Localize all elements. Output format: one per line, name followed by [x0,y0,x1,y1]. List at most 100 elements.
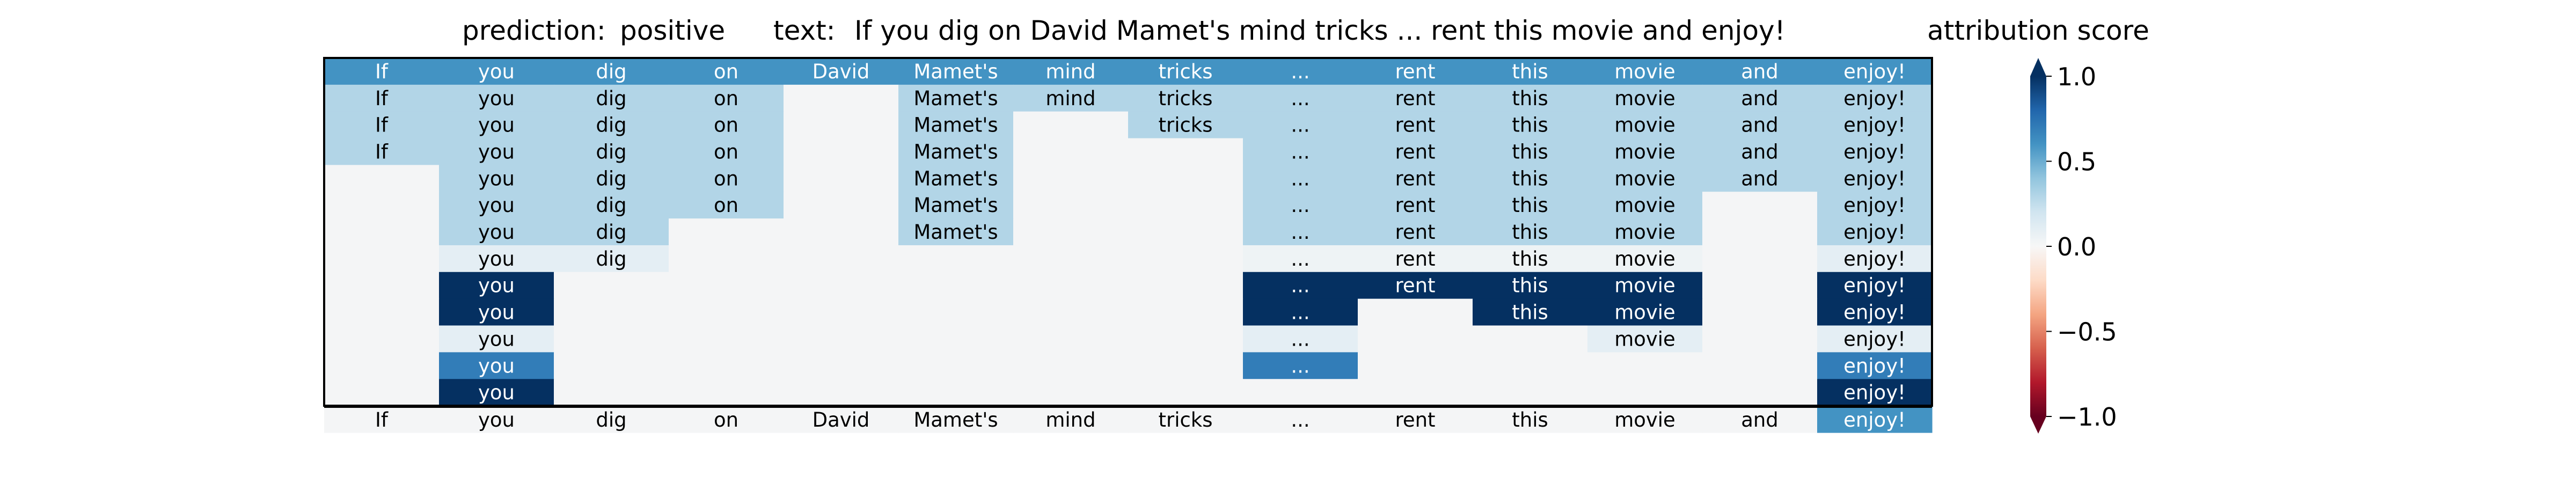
heatmap-cell [1013,352,1129,379]
heatmap-cell [669,192,784,219]
colorbar-tick-label: −0.5 [2057,318,2117,347]
colorbar-tick-label: −1.0 [2057,402,2117,431]
final-row-cell [1587,407,1703,433]
heatmap-cell [1243,192,1358,219]
heatmap-token-label: movie [1614,114,1675,137]
heatmap-cell [1473,58,1588,85]
heatmap-cell [784,218,899,246]
heatmap-cell [1013,272,1129,299]
heatmap-cell [784,192,899,219]
heatmap-token-label: this [1512,221,1548,244]
heatmap-cell [1473,84,1588,112]
heatmap-token-label: ... [1291,354,1309,377]
heatmap-cell [669,245,784,273]
heatmap-cell [1587,379,1703,406]
heatmap-cell [324,84,440,112]
heatmap-cell [439,218,554,246]
heatmap-token-label: enjoy! [1843,354,1906,377]
heatmap-token-label: this [1512,301,1548,324]
heatmap-cell [1817,84,1933,112]
heatmap-cell [554,111,669,139]
heatmap-cell [1013,325,1129,353]
heatmap-cell [1473,192,1588,219]
final-row-token-label: ... [1291,408,1309,431]
heatmap-token-label: ... [1291,87,1309,110]
prediction-label: prediction: [462,15,606,46]
heatmap-token-label: dig [596,114,626,137]
heatmap-cell [1013,192,1129,219]
heatmap-cell [1473,298,1588,326]
heatmap-cell [1243,245,1358,273]
heatmap-cell [1013,165,1129,192]
heatmap-cell [1702,245,1818,273]
heatmap-cell [554,245,669,273]
heatmap-token-label: rent [1395,221,1435,244]
final-row-token-label: rent [1395,408,1435,431]
heatmap-cell [1587,58,1703,85]
heatmap-token-label: dig [596,194,626,217]
heatmap-cell [784,379,899,406]
heatmap-cell [1473,138,1588,165]
heatmap-cell [1243,325,1358,353]
heatmap-token-label: movie [1614,247,1675,270]
heatmap-cell [1013,84,1129,112]
heatmap-cell [784,352,899,379]
final-row-cell [898,407,1014,433]
heatmap-token-label: you [478,87,515,110]
heatmap-token-label: ... [1291,274,1309,297]
final-row-cell [1128,407,1243,433]
final-row-cell [439,407,554,433]
heatmap-cell [898,325,1014,353]
heatmap-cell [439,192,554,219]
heatmap-token-label: you [478,274,515,297]
heatmap-cell [1587,218,1703,246]
final-row-token-label: Mamet's [913,408,998,431]
heatmap-token-label: on [714,87,738,110]
heatmap-cell [898,58,1014,85]
heatmap-cell [1473,218,1588,246]
heatmap-cell [1358,325,1473,353]
heatmap-cell [439,298,554,326]
heatmap-cell [898,272,1014,299]
heatmap-cell [898,218,1014,246]
heatmap-cell [1013,298,1129,326]
heatmap-cell [439,245,554,273]
colorbar-tick-label: 1.0 [2057,62,2096,91]
final-attribution-row: If you dig on David Mamet's mind tricks... rent t… [324,407,1933,433]
heatmap-cell [784,165,899,192]
heatmap-cell [1243,84,1358,112]
heatmap-cell [439,84,554,112]
heatmap-cell [1473,272,1588,299]
heatmap-token-label: enjoy! [1843,167,1906,190]
prediction-value: positive [620,15,725,46]
heatmap-token-label: dig [596,167,626,190]
heatmap-cell [898,352,1014,379]
heatmap-cell [324,379,440,406]
heatmap-cell [1013,379,1129,406]
heatmap-token-label: you [478,194,515,217]
heatmap-token-label: this [1512,87,1548,110]
heatmap-token-label: If [375,60,389,83]
heatmap-cell [1358,84,1473,112]
final-row-token-label: you [478,408,515,431]
heatmap-token-label: mind [1045,60,1095,83]
heatmap-token-label: and [1741,114,1779,137]
heatmap-cell [1358,298,1473,326]
heatmap-token-label: this [1512,114,1548,137]
heatmap-token-label: you [478,140,515,163]
heatmap-cell [1587,111,1703,139]
heatmap-token-label: rent [1395,87,1435,110]
heatmap-cell [669,379,784,406]
colorbar-extend-bottom [2030,416,2046,434]
heatmap-cell [1473,111,1588,139]
heatmap-cell [1128,111,1243,139]
heatmap-cell [1128,352,1243,379]
heatmap-cell [784,111,899,139]
heatmap-token-label: rent [1395,274,1435,297]
heatmap-cell [324,325,440,353]
heatmap-cell [1128,84,1243,112]
heatmap-cell [669,325,784,353]
heatmap-cell [898,165,1014,192]
heatmap-cell [898,192,1014,219]
heatmap-cell [324,298,440,326]
